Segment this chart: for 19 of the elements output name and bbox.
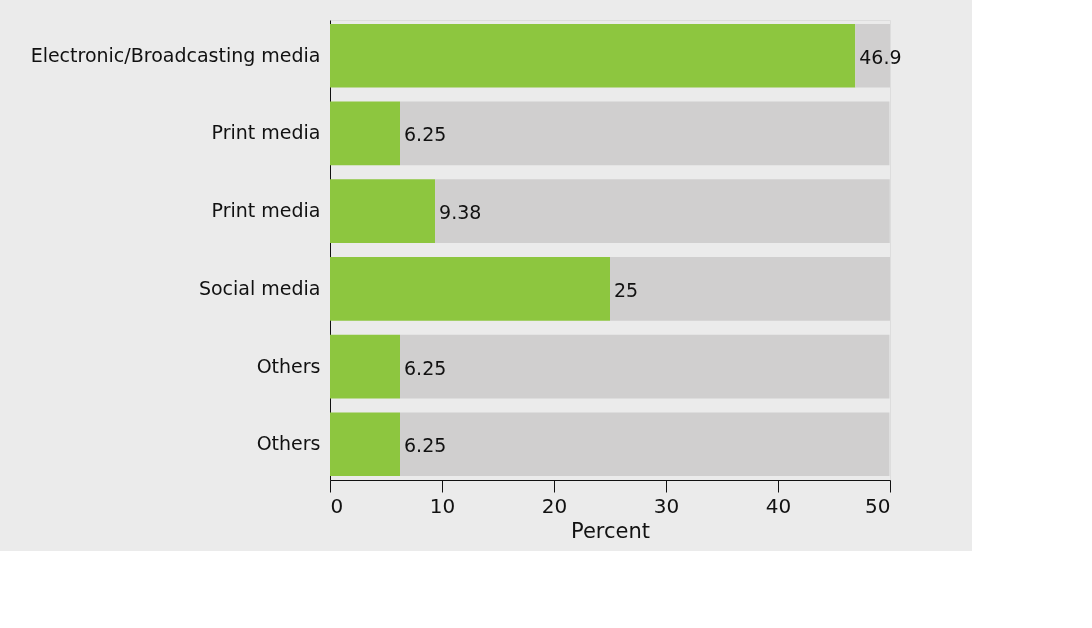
x-tick-label: 10	[429, 493, 456, 518]
x-axis-title: Percent	[570, 518, 651, 543]
data-label: 9.38	[439, 201, 482, 224]
data-label: 6.25	[404, 356, 447, 379]
y-tick-label: Electronic/Broadcasting media	[30, 43, 321, 66]
data-label: 25	[614, 278, 639, 301]
x-tick-label: 0	[330, 493, 344, 518]
y-tick-label: Social media	[198, 276, 321, 299]
y-tick-label: Print media	[211, 199, 321, 222]
data-label: 6.25	[404, 123, 447, 146]
x-tick-label: 30	[653, 493, 680, 518]
x-tick-label: 20	[541, 493, 568, 518]
x-tick-label: 50	[865, 493, 891, 518]
data-label: 46.9	[859, 45, 902, 68]
y-tick-label: Others	[256, 354, 321, 377]
data-label: 6.25	[404, 434, 447, 457]
y-tick-label: Print media	[211, 121, 321, 144]
x-tick-label: 40	[765, 493, 792, 518]
y-tick-label: Others	[256, 432, 321, 455]
